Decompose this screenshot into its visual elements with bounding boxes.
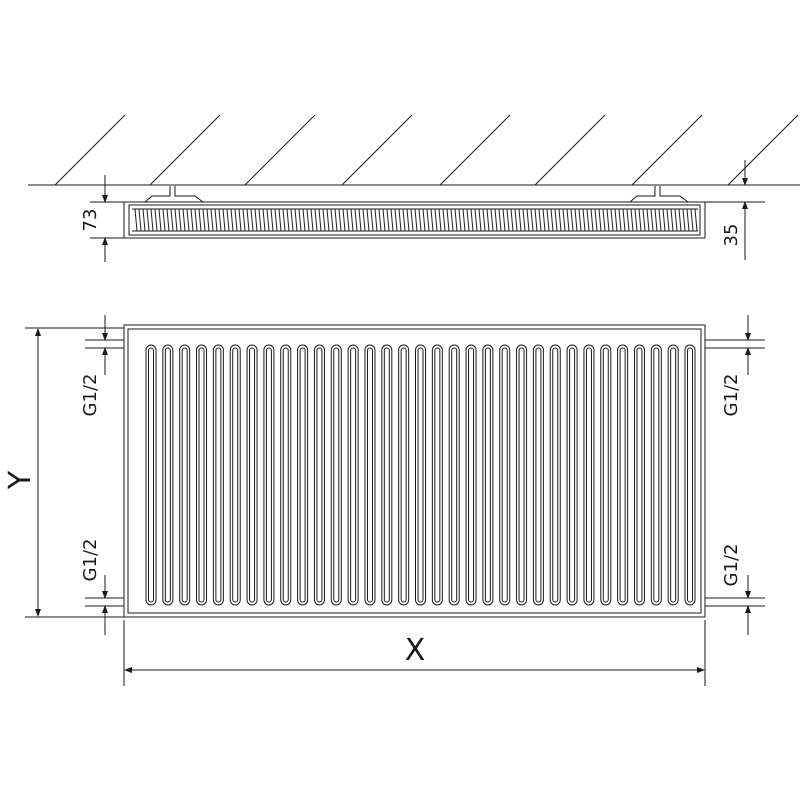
bracket-left: [144, 186, 204, 203]
radiator-inner-section: [128, 204, 701, 236]
connection-top-left-label: G1/2: [80, 374, 101, 417]
channel: [246, 344, 258, 606]
connection-top-right-label: G1/2: [721, 374, 742, 417]
channel: [499, 344, 511, 606]
channel: [196, 344, 208, 606]
channel: [330, 344, 342, 606]
connection-bottom-left-label: G1/2: [80, 539, 101, 582]
convector-fins: [132, 208, 698, 232]
channel: [364, 344, 376, 606]
hatch-line: [54, 114, 126, 186]
depth-label: 73: [80, 209, 101, 232]
connection-bottom-right-label: G1/2: [721, 544, 742, 587]
channel: [280, 344, 292, 606]
width-label: X: [405, 633, 426, 668]
channel: [633, 344, 645, 606]
radiator-panel: [123, 324, 706, 618]
hatch-line: [244, 114, 316, 186]
hatch-line: [631, 114, 703, 186]
wall-gap-label: 35: [721, 224, 742, 247]
hatch-line: [534, 114, 606, 186]
channel: [448, 344, 460, 606]
channel: [600, 344, 612, 606]
channel: [179, 344, 191, 606]
channel: [549, 344, 561, 606]
channel: [415, 344, 426, 606]
channel: [482, 344, 494, 606]
channel: [212, 344, 224, 606]
radiator-top-section: [123, 201, 706, 239]
hatch-line: [439, 114, 511, 186]
channel: [465, 344, 477, 606]
hatch-line: [727, 114, 799, 186]
channel: [162, 344, 174, 606]
wall-hatching: [54, 114, 799, 186]
channel: [381, 344, 393, 606]
channel: [684, 344, 696, 606]
bracket-right: [629, 186, 689, 203]
channel: [516, 344, 528, 606]
channel: [263, 344, 275, 606]
channel: [566, 344, 578, 606]
channel: [431, 344, 443, 606]
fin: [134, 208, 698, 232]
connection-stubs: [25, 327, 765, 618]
channel: [229, 344, 241, 606]
panel-channels: [145, 344, 696, 606]
channel: [313, 344, 325, 606]
channel: [532, 344, 544, 606]
channel: [347, 344, 359, 606]
channel: [398, 344, 410, 606]
channel: [617, 344, 629, 606]
channel: [650, 344, 662, 606]
channel: [297, 344, 309, 606]
hatch-line: [149, 114, 221, 186]
channel: [145, 344, 157, 606]
channel: [667, 344, 679, 606]
front-view: G1/2 G1/2 G1/2 G1/2 Y X: [3, 315, 765, 686]
channel: [583, 344, 595, 606]
top-view: 73 35: [28, 114, 800, 262]
height-label: Y: [3, 470, 38, 490]
hatch-line: [341, 114, 413, 186]
